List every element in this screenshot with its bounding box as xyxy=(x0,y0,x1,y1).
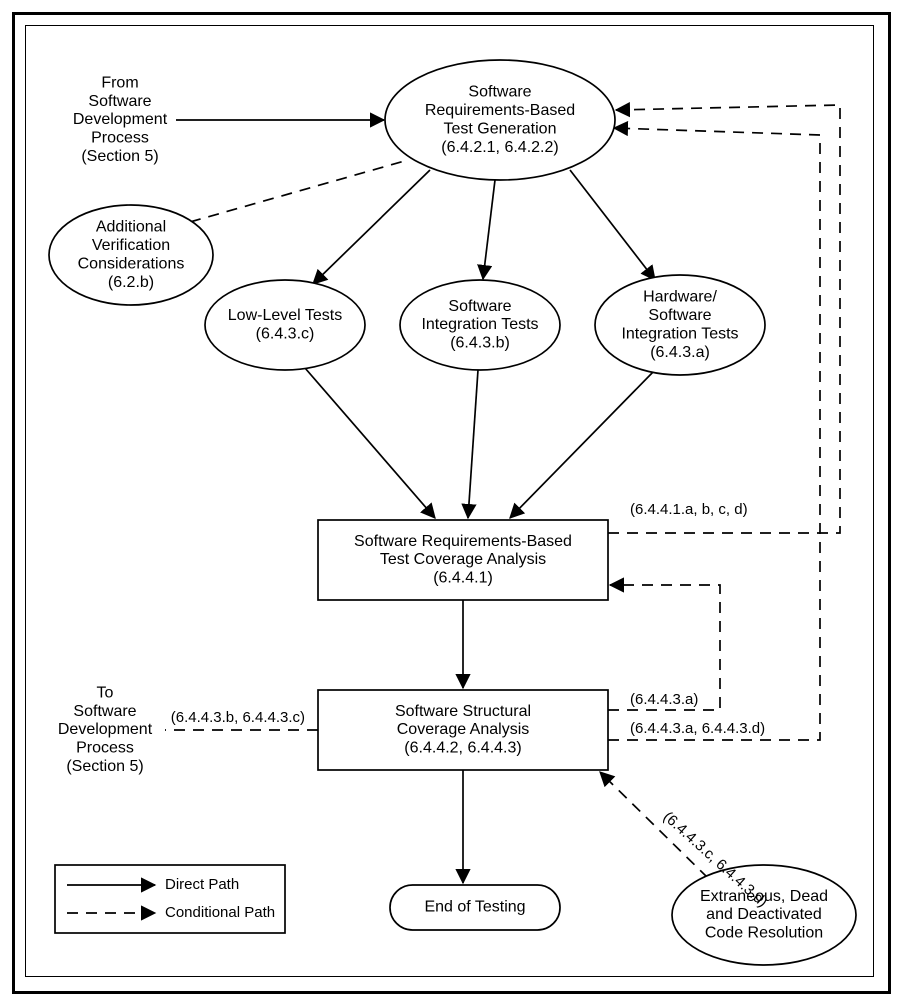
node-addl-label-line-0: Additional xyxy=(96,219,166,236)
node-testGen-label-line-2: Test Generation xyxy=(444,120,557,137)
node-end-label-line-0: End of Testing xyxy=(424,899,525,916)
side-text-to-line-3: Process xyxy=(76,740,134,757)
side-text-to-line-1: Software xyxy=(73,703,136,720)
edge-hwint-to-reqcov xyxy=(510,370,655,518)
side-text-to: To SoftwareDevelopment Process(Section 5) xyxy=(58,684,153,775)
edge-label-reqcov-right: (6.4.4.1.a, b, c, d) xyxy=(630,501,748,518)
edge-low-to-reqcov xyxy=(305,368,435,518)
node-reqCov-label-line-1: Test Coverage Analysis xyxy=(380,551,546,568)
node-swint-label-line-0: Software xyxy=(448,298,511,315)
node-testGen-label-line-3: (6.4.2.1, 6.4.2.2) xyxy=(441,139,558,156)
side-text-to-line-2: Development xyxy=(58,721,153,738)
edge-structcov-to-gen xyxy=(608,128,820,740)
node-swint-label-line-2: (6.4.3.b) xyxy=(450,335,510,352)
node-extraneous-label-line-2: Code Resolution xyxy=(705,925,823,942)
node-reqCov-label-line-2: (6.4.4.1) xyxy=(433,570,493,587)
side-text-from-line-0: From xyxy=(101,74,138,91)
node-extraneous-label-line-1: and Deactivated xyxy=(706,906,822,923)
side-text-from: From SoftwareDevelopment Process(Section 5… xyxy=(73,74,168,165)
edge-gen-to-hwint xyxy=(570,170,655,280)
edge-gen-to-low xyxy=(313,170,430,284)
side-text-to-line-4: (Section 5) xyxy=(66,758,143,775)
edge-extraneous-to-structcov xyxy=(600,772,708,878)
side-text-from-line-3: Process xyxy=(91,130,149,147)
node-testGen-label-line-0: Software xyxy=(468,84,531,101)
node-addl-label-line-3: (6.2.b) xyxy=(108,274,154,291)
node-structCov-label: Software StructuralCoverage Analysis (6.4… xyxy=(395,703,531,757)
edge-label-structcov-right-top: (6.4.4.3.a) xyxy=(630,691,698,708)
node-structCov-label-line-1: Coverage Analysis xyxy=(397,721,530,738)
side-text-from-line-1: Software xyxy=(88,93,151,110)
side-text-to-line-0: To xyxy=(97,684,114,701)
side-text-from-line-2: Development xyxy=(73,111,168,128)
diagram-stage: SoftwareRequirements-BasedTest Generatio… xyxy=(0,0,897,1000)
node-low-label-line-0: Low-Level Tests xyxy=(228,307,342,324)
edge-gen-to-swint xyxy=(483,180,495,279)
node-swint-label-line-1: Integration Tests xyxy=(421,316,538,333)
node-reqCov-label-line-0: Software Requirements-Based xyxy=(354,533,572,550)
edge-swint-to-reqcov xyxy=(468,370,478,518)
node-end-label: End of Testing xyxy=(424,899,525,916)
side-text-from-line-4: (Section 5) xyxy=(81,148,158,165)
node-structCov-label-line-2: (6.4.4.2, 6.4.4.3) xyxy=(404,740,521,757)
node-addl-label-line-1: Verification xyxy=(92,237,170,254)
node-hwint-label-line-1: Software xyxy=(648,307,711,324)
node-addl-label-line-2: Considerations xyxy=(78,255,185,272)
node-hwint-label-line-3: (6.4.3.a) xyxy=(650,344,710,361)
node-structCov-label-line-0: Software Structural xyxy=(395,703,531,720)
edge-addl-to-gen xyxy=(190,160,408,222)
node-testGen-label-line-1: Requirements-Based xyxy=(425,102,575,119)
edge-label-structcov-right-bot: (6.4.4.3.a, 6.4.4.3.d) xyxy=(630,720,765,737)
node-hwint-label-line-0: Hardware/ xyxy=(643,289,717,306)
legend-label-0: Direct Path xyxy=(165,876,239,893)
node-hwint-label-line-2: Integration Tests xyxy=(621,325,738,342)
edge-label-structcov-left: (6.4.4.3.b, 6.4.4.3.c) xyxy=(171,709,305,726)
node-low-label-line-1: (6.4.3.c) xyxy=(256,325,315,342)
legend-label-1: Conditional Path xyxy=(165,904,275,921)
